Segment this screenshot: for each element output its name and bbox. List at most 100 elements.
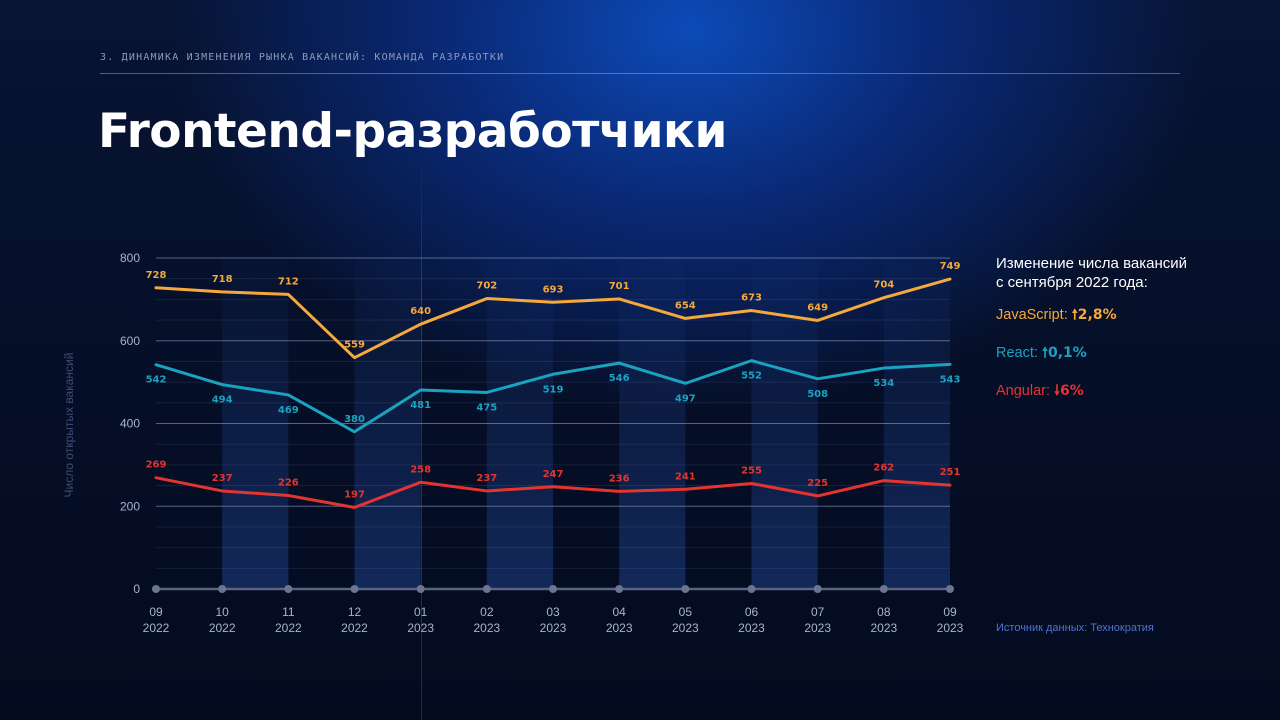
- x-axis-dot: [549, 585, 557, 593]
- x-tick-year: 2023: [804, 621, 831, 635]
- data-label-react: 519: [543, 384, 564, 395]
- change-summary-heading: Изменение числа вакансий с сентября 2022…: [996, 255, 1187, 291]
- x-axis-dot: [416, 585, 425, 593]
- data-label-javascript: 673: [741, 293, 762, 304]
- data-label-react: 534: [873, 378, 894, 389]
- x-tick-month: 03: [546, 605, 560, 619]
- x-tick-year: 2023: [937, 621, 964, 635]
- x-tick-month: 04: [612, 605, 626, 619]
- y-tick-label: 0: [133, 582, 140, 596]
- x-tick-year: 2022: [143, 621, 170, 635]
- data-label-react: 469: [278, 405, 299, 416]
- data-label-javascript: 712: [278, 276, 299, 287]
- x-axis-dot: [615, 585, 624, 593]
- data-label-angular: 269: [146, 460, 167, 471]
- data-label-javascript: 728: [146, 270, 167, 281]
- x-axis-dot: [350, 585, 359, 593]
- x-tick-month: 10: [215, 605, 229, 619]
- data-label-javascript: 704: [873, 280, 894, 291]
- legend-react-change: 🠕0,1%: [1041, 345, 1087, 361]
- x-tick-year: 2023: [473, 621, 500, 635]
- data-label-javascript: 654: [675, 300, 696, 311]
- x-axis-dot: [284, 585, 293, 593]
- data-label-angular: 236: [609, 473, 630, 484]
- legend-angular-change: 🠗6%: [1054, 383, 1084, 399]
- change-summary-panel: Изменение числа вакансий с сентября 2022…: [996, 254, 1196, 418]
- x-axis-dot: [813, 585, 822, 593]
- x-tick-month: 07: [811, 605, 825, 619]
- breadcrumb: 3. Динамика изменения рынка вакансий: ко…: [100, 52, 505, 63]
- data-label-angular: 255: [741, 465, 762, 476]
- data-label-react: 497: [675, 393, 696, 404]
- x-axis-dot: [879, 585, 888, 593]
- data-label-angular: 251: [940, 467, 961, 478]
- data-label-angular: 247: [543, 469, 564, 480]
- data-label-angular: 262: [873, 463, 894, 474]
- y-tick-label: 400: [120, 417, 140, 431]
- series-line-react: [154, 359, 952, 434]
- data-label-angular: 197: [344, 489, 365, 500]
- x-axis-dot: [681, 585, 690, 593]
- x-tick-month: 12: [348, 605, 362, 619]
- series-line-javascript: [154, 277, 952, 360]
- y-tick-label: 200: [120, 499, 140, 513]
- data-label-javascript: 701: [609, 281, 630, 292]
- data-label-angular: 237: [212, 473, 233, 484]
- y-axis-label: Число открытых вакансий: [62, 353, 76, 498]
- x-tick-year: 2022: [341, 621, 368, 635]
- data-label-angular: 225: [807, 478, 828, 489]
- x-tick-year: 2023: [870, 621, 897, 635]
- data-label-react: 546: [609, 373, 630, 384]
- data-label-angular: 237: [476, 473, 497, 484]
- x-tick-year: 2023: [407, 621, 434, 635]
- x-axis-dot: [946, 585, 954, 593]
- legend-javascript-name: JavaScript:: [996, 307, 1068, 323]
- data-label-react: 380: [344, 414, 365, 425]
- data-label-javascript: 640: [410, 306, 431, 317]
- x-tick-year: 2022: [275, 621, 302, 635]
- x-tick-year: 2023: [540, 621, 567, 635]
- legend-react-name: React:: [996, 345, 1038, 361]
- x-tick-year: 2022: [209, 621, 236, 635]
- data-label-react: 481: [410, 400, 431, 411]
- data-label-javascript: 718: [212, 274, 233, 285]
- legend-angular: Angular: 🠗6%: [996, 380, 1196, 404]
- data-label-react: 552: [741, 371, 762, 382]
- x-tick-month: 05: [679, 605, 693, 619]
- data-label-javascript: 749: [940, 261, 961, 272]
- x-axis-dot: [152, 585, 160, 593]
- data-label-react: 494: [212, 395, 233, 406]
- x-tick-month: 09: [149, 605, 163, 619]
- x-tick-month: 01: [414, 605, 428, 619]
- y-tick-label: 600: [120, 334, 140, 348]
- x-tick-year: 2023: [606, 621, 633, 635]
- data-label-angular: 241: [675, 471, 696, 482]
- x-tick-year: 2023: [672, 621, 699, 635]
- legend-angular-name: Angular:: [996, 383, 1051, 399]
- data-source: Источник данных: Технократия: [996, 622, 1154, 634]
- x-tick-month: 06: [745, 605, 759, 619]
- series-line-angular: [154, 476, 952, 509]
- page-title: Frontend-разработчики: [98, 104, 727, 159]
- data-label-angular: 226: [278, 477, 299, 488]
- x-tick-month: 08: [877, 605, 891, 619]
- x-tick-year: 2023: [738, 621, 765, 635]
- x-tick-month: 11: [282, 605, 295, 619]
- legend-javascript: JavaScript: 🠕2,8%: [996, 304, 1196, 328]
- data-label-angular: 258: [410, 464, 431, 475]
- legend-javascript-change: 🠕2,8%: [1071, 307, 1117, 323]
- x-tick-month: 02: [480, 605, 494, 619]
- data-label-react: 543: [940, 374, 961, 385]
- y-tick-label: 800: [120, 251, 140, 265]
- data-label-react: 508: [807, 389, 828, 400]
- data-label-javascript: 649: [807, 302, 828, 313]
- x-axis-dot: [747, 585, 756, 593]
- header-divider: [100, 73, 1180, 74]
- x-tick-month: 09: [943, 605, 957, 619]
- data-label-javascript: 559: [344, 340, 365, 351]
- legend-react: React: 🠕0,1%: [996, 342, 1196, 366]
- x-axis-dot: [218, 585, 227, 593]
- data-label-javascript: 702: [476, 281, 497, 292]
- highlight-vertical-line: [421, 150, 422, 720]
